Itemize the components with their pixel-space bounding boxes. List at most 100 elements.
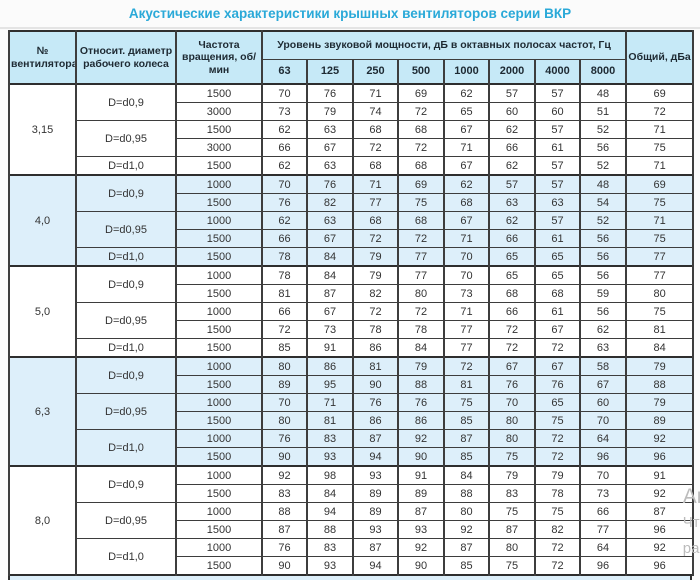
spl-value-cell: 65 [534, 247, 581, 267]
total-dba-cell: 91 [625, 465, 695, 485]
table-row: 4,0 D=d0,9 1000 70 76 71 69 62 57 57 48 69 [8, 174, 695, 267]
diameter-cell: D=d1,0 [75, 247, 177, 267]
table-row: D=d1,0 1500 62 63 68 68 67 62 57 52 71 [9, 156, 695, 176]
spl-value-cell: 66 [578, 502, 628, 521]
spl-value-cell: 71 [352, 83, 399, 103]
acoustic-characteristics-table: № вентилятора Относит. диаметр рабочего … [8, 30, 695, 576]
spl-value-cell: 67 [578, 375, 628, 394]
spl-value-cell: 72 [397, 138, 445, 157]
spl-value-cell: 79 [352, 265, 399, 285]
spl-value-cell: 56 [578, 302, 628, 321]
spl-value-cell: 80 [261, 356, 308, 376]
spl-value-cell: 85 [443, 411, 490, 430]
total-dba-cell: 87 [625, 502, 695, 521]
spl-value-cell: 76 [306, 83, 354, 103]
spl-value-cell: 61 [534, 302, 581, 321]
spl-value-cell: 71 [306, 393, 354, 412]
speed-cell: 3000 [175, 138, 263, 157]
spl-value-cell: 92 [261, 465, 308, 485]
spl-value-cell: 88 [306, 520, 354, 539]
table-row: 6,3 D=d0,9 1000 80 86 81 79 72 67 67 58 79 [8, 356, 695, 467]
total-dba-cell: 75 [625, 138, 695, 157]
spl-value-cell: 98 [306, 465, 354, 485]
spl-value-cell: 62 [578, 320, 628, 339]
spl-value-cell: 61 [534, 138, 581, 157]
table-row: D=d0,95 1500 62 63 68 68 67 62 57 52 71 [9, 120, 695, 157]
spl-value-cell: 87 [352, 538, 399, 557]
spl-value-cell: 63 [534, 193, 581, 212]
total-dba-cell: 79 [625, 393, 695, 412]
spl-value-cell: 91 [397, 465, 445, 485]
spl-value-cell: 80 [443, 502, 490, 521]
table-row: 5,0 D=d0,9 1000 78 84 79 77 70 65 65 56 77 [8, 265, 695, 358]
spl-value-cell: 89 [352, 502, 399, 521]
spl-value-cell: 82 [306, 193, 354, 212]
total-dba-cell: 88 [625, 375, 695, 394]
spl-value-cell: 94 [352, 447, 399, 467]
spl-value-cell: 85 [443, 556, 490, 576]
spl-value-cell: 76 [352, 393, 399, 412]
spl-value-cell: 86 [397, 411, 445, 430]
spl-value-cell: 70 [488, 393, 536, 412]
spl-value-cell: 72 [534, 447, 581, 467]
divider-line [0, 27, 700, 29]
total-dba-cell: 69 [625, 83, 695, 103]
spl-value-cell: 57 [534, 174, 581, 194]
spl-value-cell: 63 [306, 120, 354, 139]
spl-value-cell: 79 [534, 465, 581, 485]
spl-value-cell: 75 [534, 411, 581, 430]
speed-cell: 1000 [175, 465, 263, 485]
spl-value-cell: 56 [578, 247, 628, 267]
table-row: D=d1,0 1500 85 91 86 84 77 72 72 63 84 [9, 338, 695, 358]
total-dba-cell: 84 [625, 338, 695, 358]
speed-cell: 1000 [175, 429, 263, 448]
diameter-cell: D=d0,9 [75, 83, 177, 121]
spl-value-cell: 83 [306, 538, 354, 557]
spl-value-cell: 87 [306, 284, 354, 303]
spl-value-cell: 67 [488, 356, 536, 376]
spl-value-cell: 73 [261, 102, 308, 121]
spl-value-cell: 80 [397, 284, 445, 303]
spl-value-cell: 68 [534, 284, 581, 303]
spl-value-cell: 70 [261, 83, 308, 103]
spl-value-cell: 66 [488, 302, 536, 321]
table-row: D=d1,0 1000 76 83 87 92 87 80 72 64 92 [9, 538, 695, 576]
speed-cell: 1500 [175, 520, 263, 539]
spl-value-cell: 93 [352, 465, 399, 485]
table-row: D=d0,95 1000 88 94 89 87 80 75 75 66 87 [9, 502, 695, 539]
spl-value-cell: 76 [261, 538, 308, 557]
speed-cell: 1500 [175, 229, 263, 248]
spl-value-cell: 63 [306, 156, 354, 176]
spl-value-cell: 66 [488, 229, 536, 248]
total-dba-cell: 92 [625, 538, 695, 557]
spl-value-cell: 57 [534, 120, 581, 139]
spl-value-cell: 79 [397, 356, 445, 376]
spl-value-cell: 72 [488, 320, 536, 339]
table-row: D=d0,95 1000 70 71 76 76 75 70 65 60 79 [9, 393, 695, 430]
col-header-freq-63: 63 [261, 59, 308, 85]
spl-value-cell: 75 [443, 393, 490, 412]
spl-value-cell: 89 [397, 484, 445, 503]
total-dba-cell: 92 [625, 484, 695, 503]
spl-value-cell: 77 [578, 520, 628, 539]
spl-value-cell: 60 [534, 102, 581, 121]
spl-value-cell: 84 [443, 465, 490, 485]
spl-value-cell: 75 [488, 556, 536, 576]
spl-value-cell: 70 [261, 174, 308, 194]
spl-value-cell: 84 [306, 265, 354, 285]
col-header-total: Общий, дБа [625, 30, 695, 85]
diameter-cell: D=d1,0 [75, 429, 177, 467]
fan-number-cell: 4,0 [8, 174, 77, 267]
spl-value-cell: 75 [488, 447, 536, 467]
spl-value-cell: 62 [488, 156, 536, 176]
spl-value-cell: 60 [488, 102, 536, 121]
table-row: 3000 66 67 72 72 71 66 61 56 75 [9, 138, 695, 157]
spl-value-cell: 71 [443, 138, 490, 157]
spl-value-cell: 62 [261, 120, 308, 139]
spl-value-cell: 69 [397, 83, 445, 103]
speed-cell: 1500 [175, 375, 263, 394]
spl-value-cell: 90 [397, 447, 445, 467]
spl-value-cell: 80 [488, 538, 536, 557]
spl-value-cell: 68 [443, 193, 490, 212]
spl-value-cell: 67 [306, 138, 354, 157]
